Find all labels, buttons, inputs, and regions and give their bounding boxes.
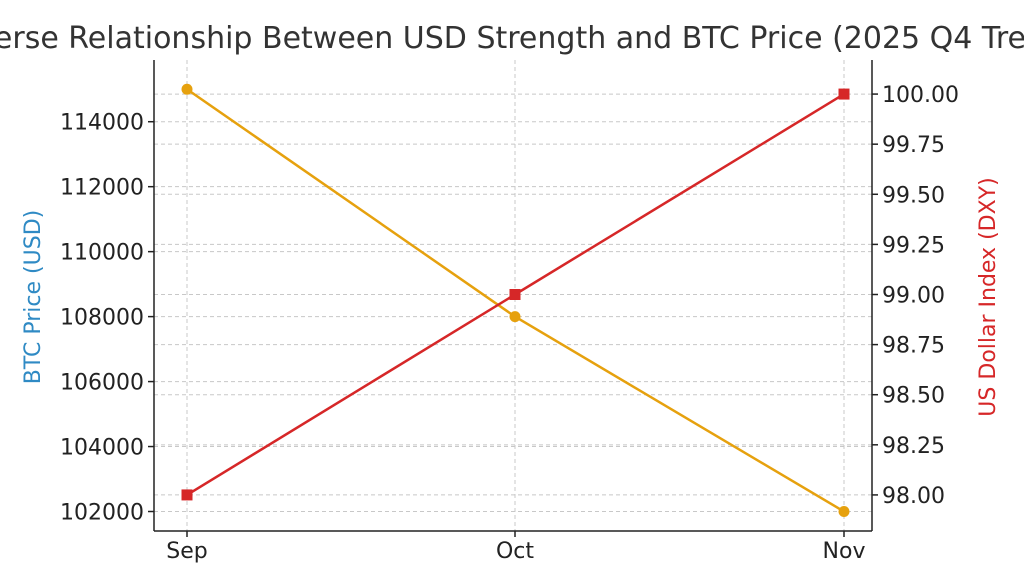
y-tick-label-right: 98.00 — [882, 484, 945, 509]
tick-labels: 102000 104000 106000 108000 110000 112000 1140… — [60, 83, 959, 564]
y-tick-label-right: 99.50 — [882, 183, 945, 208]
x-tick-label: Oct — [496, 539, 534, 564]
y-tick-label-right: 98.25 — [882, 434, 945, 459]
y-tick-label-right: 98.75 — [882, 334, 945, 359]
y-tick-label-left: 110000 — [60, 241, 144, 266]
data-point-square — [181, 489, 193, 501]
y-tick-label-right: 100.00 — [882, 83, 959, 108]
y-axis-label-left: BTC Price (USD) — [21, 210, 46, 384]
y-tick-label-left: 104000 — [60, 436, 144, 461]
series — [181, 83, 850, 518]
y-tick-label-right: 99.25 — [882, 233, 945, 258]
data-point-circle — [509, 311, 521, 323]
data-point-square — [838, 88, 850, 100]
x-tick-label: Nov — [823, 539, 866, 564]
axes — [148, 60, 878, 537]
data-point-circle — [181, 83, 193, 95]
y-tick-label-right: 99.75 — [882, 133, 945, 158]
y-tick-label-left: 106000 — [60, 371, 144, 396]
y-tick-label-left: 108000 — [60, 306, 144, 331]
x-tick-label: Sep — [166, 539, 207, 564]
y-tick-label-left: 102000 — [60, 501, 144, 526]
data-point-square — [509, 288, 521, 300]
y-axis-label-right: US Dollar Index (DXY) — [976, 177, 1001, 416]
chart-title: Inverse Relationship Between USD Strengt… — [0, 21, 1024, 56]
y-tick-label-left: 114000 — [60, 111, 144, 136]
y-tick-label-right: 98.50 — [882, 384, 945, 409]
y-tick-label-left: 112000 — [60, 176, 144, 201]
y-tick-label-right: 99.00 — [882, 283, 945, 308]
data-point-circle — [838, 506, 850, 518]
